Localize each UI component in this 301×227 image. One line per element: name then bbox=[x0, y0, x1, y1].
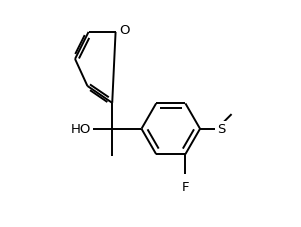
Text: O: O bbox=[119, 24, 130, 37]
Text: HO: HO bbox=[70, 123, 91, 136]
Text: F: F bbox=[182, 180, 189, 193]
Text: O: O bbox=[119, 24, 130, 37]
Text: S: S bbox=[217, 123, 225, 136]
